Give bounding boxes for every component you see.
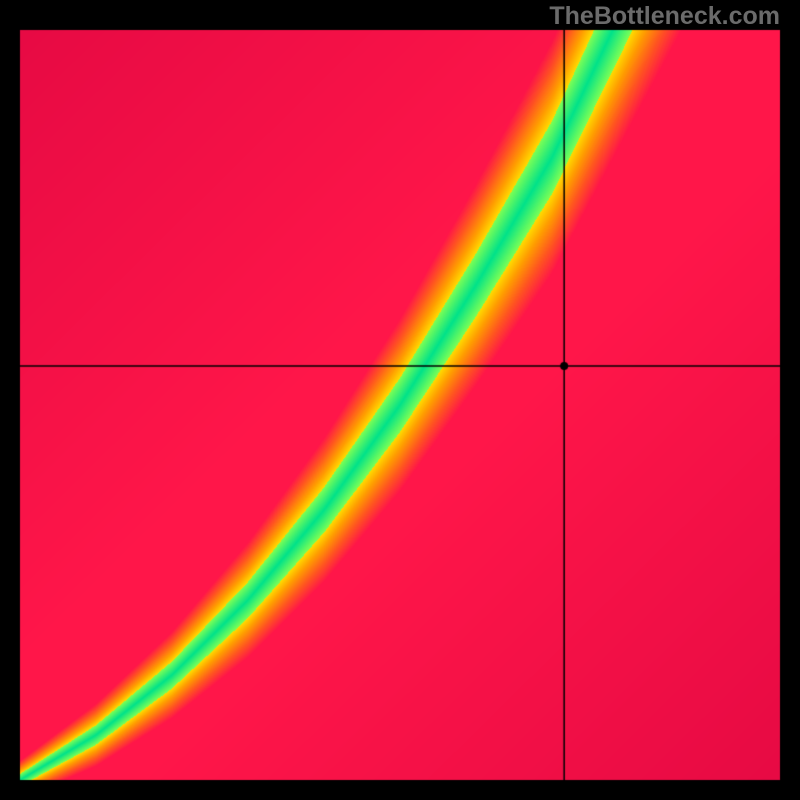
chart-container: TheBottleneck.com — [0, 0, 800, 800]
watermark-text: TheBottleneck.com — [549, 2, 780, 31]
bottleneck-heatmap — [0, 0, 800, 800]
